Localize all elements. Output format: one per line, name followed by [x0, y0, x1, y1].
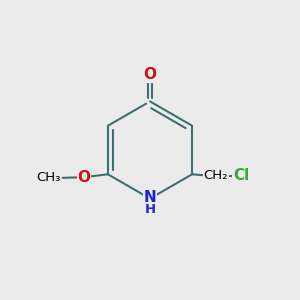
Text: CH₃: CH₃	[37, 171, 61, 184]
Text: Cl: Cl	[233, 168, 249, 183]
Text: N: N	[144, 190, 156, 205]
Text: CH₂: CH₂	[203, 169, 228, 182]
Text: O: O	[77, 170, 90, 185]
Text: H: H	[144, 203, 156, 216]
Text: O: O	[143, 68, 157, 82]
